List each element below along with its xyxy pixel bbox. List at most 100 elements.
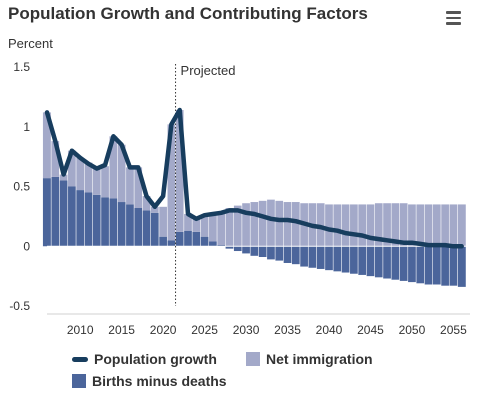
bar-net-immigration xyxy=(349,204,358,247)
bar-births-minus-deaths xyxy=(416,246,425,284)
bar-births-minus-deaths xyxy=(225,246,234,249)
bar-births-minus-deaths xyxy=(200,236,209,247)
bar-births-minus-deaths xyxy=(324,246,334,271)
bar-births-minus-deaths xyxy=(391,246,400,280)
bar-net-immigration xyxy=(432,204,441,247)
bar-net-immigration xyxy=(449,204,458,247)
bar-net-immigration xyxy=(358,204,367,247)
bar-net-immigration xyxy=(183,213,193,231)
bar-births-minus-deaths xyxy=(258,246,267,258)
bar-net-immigration xyxy=(150,206,159,213)
bar-births-minus-deaths xyxy=(382,246,392,279)
legend-item-population-growth[interactable]: Population growth xyxy=(72,351,217,367)
bar-net-immigration xyxy=(51,141,60,177)
bar-births-minus-deaths xyxy=(76,190,85,247)
bar-births-minus-deaths xyxy=(67,186,76,247)
bar-births-minus-deaths xyxy=(134,208,143,247)
chart-title: Population Growth and Contributing Facto… xyxy=(8,4,368,23)
bar-net-immigration xyxy=(208,212,217,242)
bar-births-minus-deaths xyxy=(266,246,276,260)
bar-net-immigration xyxy=(142,196,151,211)
bar-net-immigration xyxy=(233,205,242,247)
bar-births-minus-deaths xyxy=(432,246,441,285)
bar-births-minus-deaths xyxy=(349,246,358,274)
bar-net-immigration xyxy=(76,157,85,191)
bar-births-minus-deaths xyxy=(441,246,450,286)
bar-net-immigration xyxy=(275,200,284,247)
bar-births-minus-deaths xyxy=(167,240,176,247)
legend-item-net-immigration[interactable]: Net immigration xyxy=(246,351,373,367)
bar-births-minus-deaths xyxy=(142,210,151,247)
bar-births-minus-deaths xyxy=(366,246,375,277)
bar-net-immigration xyxy=(283,202,292,247)
legend-item-births-minus-deaths[interactable]: Births minus deaths xyxy=(72,373,227,389)
bar-net-immigration xyxy=(399,203,408,247)
x-tick-label: 2015 xyxy=(108,323,135,337)
bar-net-immigration xyxy=(200,215,209,237)
legend-label-net-immigration: Net immigration xyxy=(266,351,373,367)
bar-net-immigration xyxy=(217,211,226,246)
bar-net-immigration xyxy=(84,162,93,193)
x-tick-label: 2035 xyxy=(274,323,301,337)
bar-net-immigration xyxy=(291,202,300,247)
bar-net-immigration xyxy=(241,203,251,247)
bar-births-minus-deaths xyxy=(316,246,325,269)
bar-births-minus-deaths xyxy=(42,178,52,247)
bar-births-minus-deaths xyxy=(217,245,226,247)
bar-net-immigration xyxy=(134,167,143,209)
y-tick-label: 0.5 xyxy=(13,180,30,194)
bar-births-minus-deaths xyxy=(374,246,383,278)
bar-net-immigration xyxy=(441,204,450,247)
bar-net-immigration xyxy=(407,204,417,247)
bar-net-immigration xyxy=(225,208,234,247)
x-tick-label: 2050 xyxy=(399,323,426,337)
bar-net-immigration xyxy=(92,168,101,195)
x-tick-label: 2010 xyxy=(67,323,94,337)
bar-births-minus-deaths xyxy=(457,246,466,287)
bar-net-immigration xyxy=(125,167,135,205)
bar-births-minus-deaths xyxy=(175,231,184,247)
legend-swatch-net-immigration xyxy=(246,352,260,366)
bar-births-minus-deaths xyxy=(92,194,101,247)
bar-net-immigration xyxy=(109,136,118,199)
bar-births-minus-deaths xyxy=(117,202,126,247)
bar-births-minus-deaths xyxy=(84,192,93,247)
bar-births-minus-deaths xyxy=(208,241,217,247)
bar-births-minus-deaths xyxy=(233,246,242,252)
bar-births-minus-deaths xyxy=(250,246,259,256)
y-tick-label: 0 xyxy=(23,239,30,253)
bar-net-immigration xyxy=(67,150,76,187)
line-population-growth xyxy=(44,107,464,249)
legend-label-population-growth: Population growth xyxy=(94,351,217,367)
legend-label-births-minus-deaths: Births minus deaths xyxy=(92,373,227,389)
bar-net-immigration xyxy=(42,112,52,179)
bar-births-minus-deaths xyxy=(109,198,118,247)
y-tick-label: -0.5 xyxy=(9,299,30,313)
bar-births-minus-deaths xyxy=(407,246,417,283)
bar-births-minus-deaths xyxy=(59,180,68,247)
bar-net-immigration xyxy=(341,204,350,247)
bar-births-minus-deaths xyxy=(358,246,367,275)
bar-net-immigration xyxy=(117,144,126,203)
bar-births-minus-deaths xyxy=(341,246,350,273)
bar-net-immigration xyxy=(100,166,110,198)
bar-births-minus-deaths xyxy=(125,204,135,247)
projected-label: Projected xyxy=(181,63,236,78)
x-tick-label: 2055 xyxy=(440,323,467,337)
bar-births-minus-deaths xyxy=(241,246,251,254)
bar-births-minus-deaths xyxy=(183,230,193,247)
bar-births-minus-deaths xyxy=(150,212,159,247)
hamburger-menu-icon[interactable] xyxy=(444,10,464,26)
x-tick-label: 2020 xyxy=(150,323,177,337)
bar-net-immigration xyxy=(333,204,342,247)
bar-births-minus-deaths xyxy=(283,246,292,263)
bar-births-minus-deaths xyxy=(51,176,60,247)
bar-births-minus-deaths xyxy=(300,246,309,267)
bar-net-immigration xyxy=(192,218,201,232)
bar-net-immigration xyxy=(416,204,425,247)
bar-net-immigration xyxy=(258,200,267,247)
x-tick-label: 2030 xyxy=(233,323,260,337)
bar-net-immigration xyxy=(175,110,184,232)
bar-net-immigration xyxy=(316,203,325,247)
